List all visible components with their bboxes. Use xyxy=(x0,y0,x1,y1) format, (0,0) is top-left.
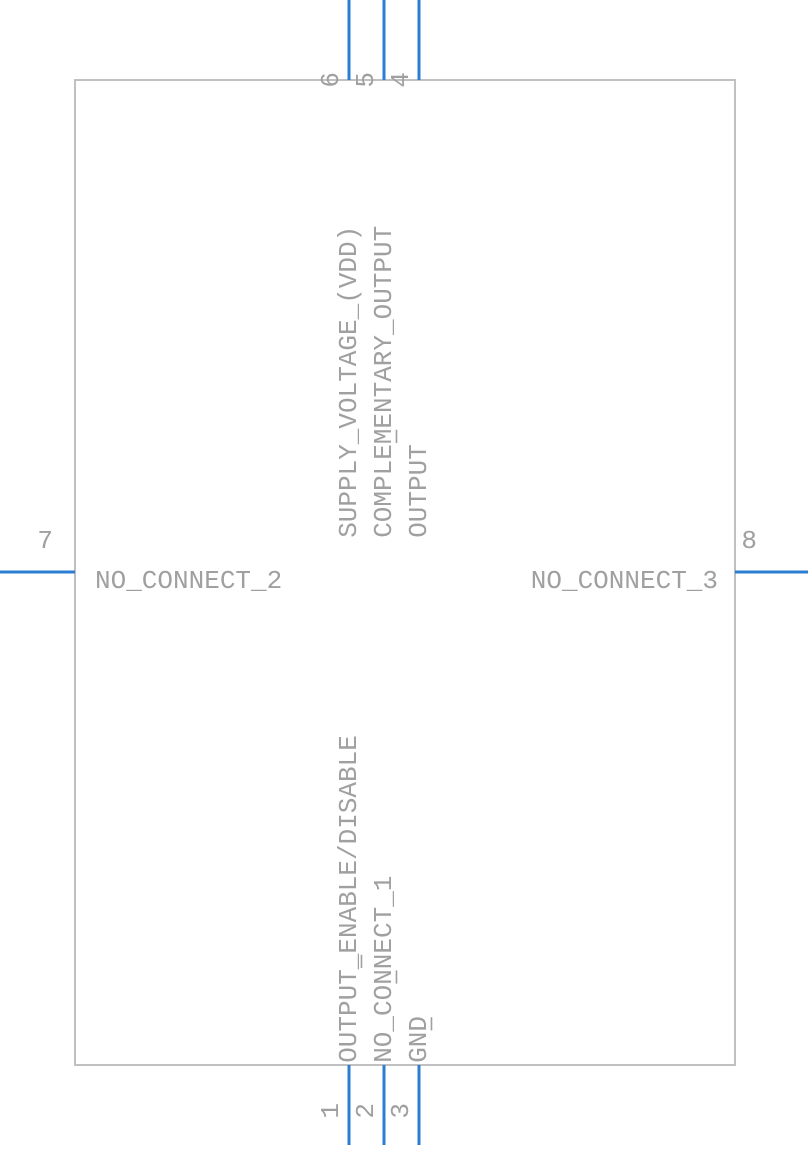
svg-text:L: L xyxy=(369,460,399,476)
svg-text:P: P xyxy=(369,257,399,273)
svg-text:T: T xyxy=(369,273,399,289)
svg-text:L: L xyxy=(334,751,364,767)
pin-label: SUPPLY_VOLTAGE_(VDD) xyxy=(334,226,364,538)
schematic-symbol: 6SUPPLY_VOLTAGE_(VDD)5COMPLEMENTARY_OUTP… xyxy=(0,0,808,1168)
svg-text:Y: Y xyxy=(369,335,399,351)
svg-text:A: A xyxy=(334,906,364,922)
svg-text:U: U xyxy=(334,985,364,1001)
svg-text:P: P xyxy=(334,475,364,491)
svg-text:T: T xyxy=(369,226,399,242)
svg-text:_: _ xyxy=(369,319,399,336)
svg-text:N: N xyxy=(404,1032,434,1048)
svg-text:C: C xyxy=(369,1000,399,1016)
svg-text:_: _ xyxy=(369,1016,399,1033)
svg-text:U: U xyxy=(334,1032,364,1048)
svg-text:C: C xyxy=(369,522,399,538)
svg-text:/: / xyxy=(334,844,364,860)
svg-text:_: _ xyxy=(369,891,399,908)
pin-label: GND xyxy=(404,1016,434,1063)
svg-text:B: B xyxy=(334,891,364,907)
svg-text:O: O xyxy=(369,507,399,523)
svg-text:V: V xyxy=(334,413,364,429)
svg-text:M: M xyxy=(369,429,399,445)
svg-text:E: E xyxy=(369,938,399,954)
svg-text:E: E xyxy=(334,735,364,751)
svg-text:V: V xyxy=(334,272,364,288)
svg-text:P: P xyxy=(334,491,364,507)
pin-number: 1 xyxy=(316,1103,346,1119)
svg-text:D: D xyxy=(334,241,364,257)
svg-text:E: E xyxy=(334,860,364,876)
svg-text:T: T xyxy=(404,444,434,460)
svg-text:_: _ xyxy=(334,303,364,320)
svg-text:P: P xyxy=(369,475,399,491)
svg-text:D: D xyxy=(334,829,364,845)
svg-text:U: U xyxy=(404,460,434,476)
svg-text:B: B xyxy=(334,766,364,782)
svg-text:1: 1 xyxy=(369,876,399,892)
svg-text:C: C xyxy=(369,922,399,938)
svg-text:R: R xyxy=(369,351,399,367)
svg-text:T: T xyxy=(334,1016,364,1032)
svg-text:O: O xyxy=(369,985,399,1001)
svg-text:P: P xyxy=(404,475,434,491)
pin-label: OUTPUT_ENABLE/DISABLE xyxy=(334,735,364,1063)
svg-text:U: U xyxy=(404,507,434,523)
svg-text:E: E xyxy=(369,413,399,429)
pin-label: COMPLEMENTARY_OUTPUT xyxy=(369,226,399,538)
pin-label: NO_CONNECT_2 xyxy=(95,566,282,596)
svg-text:L: L xyxy=(334,460,364,476)
svg-text:O: O xyxy=(334,397,364,413)
svg-text:A: A xyxy=(334,782,364,798)
svg-text:I: I xyxy=(334,813,364,829)
svg-text:U: U xyxy=(369,241,399,257)
svg-text:E: E xyxy=(334,319,364,335)
pin-number: 2 xyxy=(351,1103,381,1119)
svg-text:O: O xyxy=(334,1047,364,1063)
svg-text:A: A xyxy=(369,366,399,382)
pin-label: NO_CONNECT_3 xyxy=(531,566,718,596)
pin-number: 5 xyxy=(351,72,381,88)
svg-text:O: O xyxy=(404,522,434,538)
svg-text:P: P xyxy=(334,1000,364,1016)
svg-text:A: A xyxy=(334,350,364,366)
pin-number: 7 xyxy=(37,526,53,556)
svg-text:T: T xyxy=(369,382,399,398)
svg-text:N: N xyxy=(369,969,399,985)
svg-text:T: T xyxy=(369,907,399,923)
svg-text:L: L xyxy=(334,876,364,892)
svg-text:E: E xyxy=(369,444,399,460)
svg-text:N: N xyxy=(369,397,399,413)
pin-label: NO_CONNECT_1 xyxy=(369,876,399,1063)
svg-text:_: _ xyxy=(334,428,364,445)
svg-text:M: M xyxy=(369,491,399,507)
svg-text:E: E xyxy=(334,938,364,954)
svg-text:S: S xyxy=(334,522,364,538)
svg-text:T: T xyxy=(334,366,364,382)
svg-text:O: O xyxy=(369,1032,399,1048)
svg-text:D: D xyxy=(334,257,364,273)
svg-text:): ) xyxy=(334,226,364,242)
svg-text:S: S xyxy=(334,798,364,814)
svg-text:U: U xyxy=(334,507,364,523)
svg-text:L: L xyxy=(334,382,364,398)
svg-text:T: T xyxy=(404,491,434,507)
svg-text:N: N xyxy=(334,922,364,938)
pin-number: 4 xyxy=(386,72,416,88)
svg-text:_: _ xyxy=(334,953,364,970)
svg-text:U: U xyxy=(369,288,399,304)
pin-number: 3 xyxy=(386,1103,416,1119)
svg-text:D: D xyxy=(404,1016,434,1032)
pin-number: 8 xyxy=(741,526,757,556)
svg-text:N: N xyxy=(369,954,399,970)
svg-text:T: T xyxy=(334,969,364,985)
svg-text:G: G xyxy=(404,1047,434,1063)
svg-text:(: ( xyxy=(334,288,364,304)
svg-text:O: O xyxy=(369,304,399,320)
pin-number: 6 xyxy=(316,72,346,88)
svg-text:G: G xyxy=(334,335,364,351)
svg-text:N: N xyxy=(369,1047,399,1063)
svg-text:Y: Y xyxy=(334,444,364,460)
pin-label: OUTPUT xyxy=(404,444,434,538)
